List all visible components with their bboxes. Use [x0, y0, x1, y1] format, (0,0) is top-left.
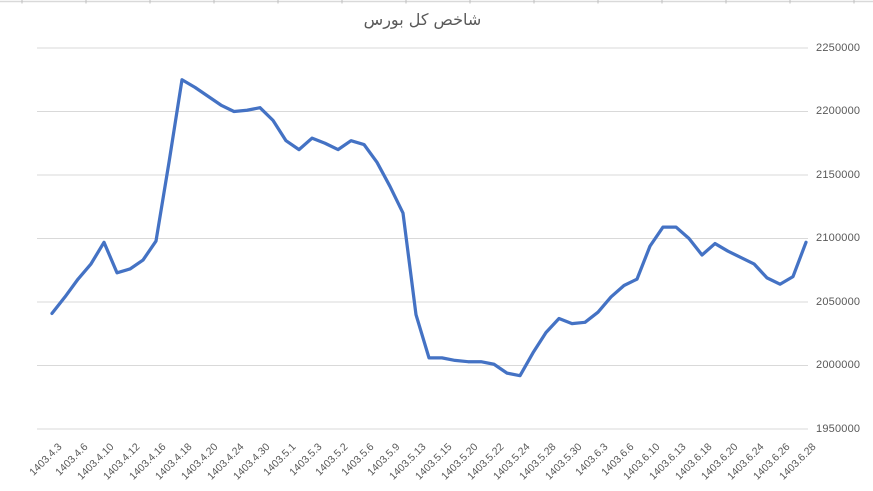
y-axis-tick-label: 2200000 — [816, 105, 861, 117]
y-axis-tick-label: 2250000 — [816, 41, 861, 54]
y-axis-tick-label: 2100000 — [816, 232, 861, 244]
y-axis-tick-label: 2050000 — [816, 295, 861, 308]
y-axis-tick-label: 2000000 — [816, 359, 861, 371]
index-line-series — [50, 78, 808, 378]
y-axis-tick-label: 2150000 — [816, 168, 861, 181]
chart-title: شاخص کل بورس — [363, 10, 482, 29]
y-axis-tick-label: 1950000 — [816, 422, 861, 435]
